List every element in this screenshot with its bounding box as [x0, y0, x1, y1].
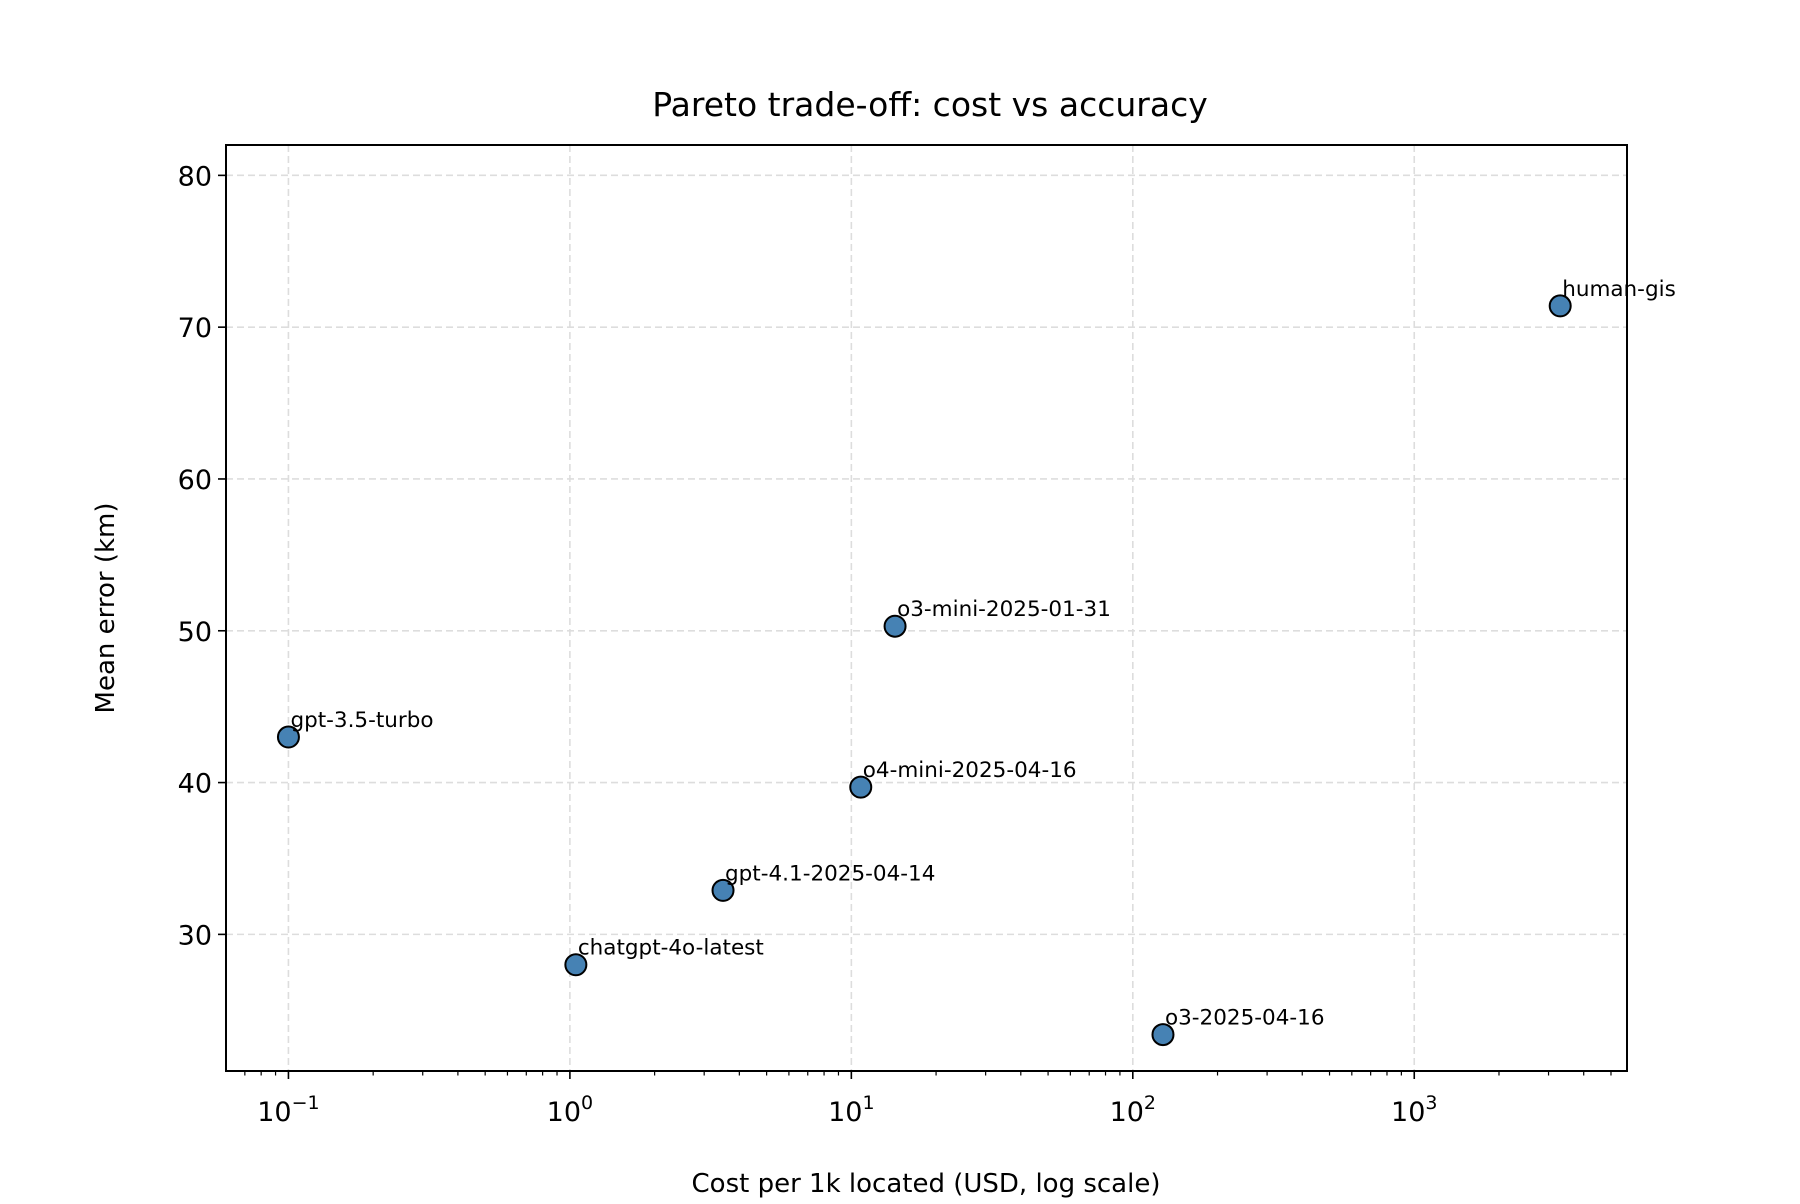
y-axis-label: Mean error (km) — [91, 503, 121, 714]
y-tick-label: 80 — [178, 161, 212, 192]
x-tick-label: 100 — [547, 1092, 593, 1128]
x-axis-label: Cost per 1k located (USD, log scale) — [692, 1169, 1161, 1199]
y-tick-label: 40 — [178, 769, 212, 800]
x-tick-label: 102 — [1110, 1092, 1156, 1128]
y-tick-label: 70 — [178, 313, 212, 344]
y-tick-label: 60 — [178, 465, 212, 496]
point-label: o3-mini-2025-01-31 — [897, 597, 1111, 622]
scatter-point — [849, 775, 873, 799]
y-tick-label: 50 — [178, 617, 212, 648]
data-points: gpt-3.5-turbo chatgpt-4o-latest gpt-4.1-20… — [276, 277, 1676, 1047]
point-label: gpt-3.5-turbo — [290, 708, 433, 733]
scatter-point — [1151, 1023, 1175, 1047]
x-tick-label: 101 — [828, 1092, 874, 1128]
scatter-point — [883, 614, 907, 638]
point-label: human-gis — [1562, 277, 1676, 302]
point-label: o4-mini-2025-04-16 — [863, 758, 1077, 783]
plot-frame — [225, 144, 1628, 1072]
axis-ticks: 10−1 100 101 102 103 30 40 50 60 70 80 — [178, 161, 1612, 1128]
scatter-point — [1548, 294, 1572, 318]
point-label: gpt-4.1-2025-04-14 — [725, 861, 935, 886]
grid — [226, 145, 1627, 1071]
y-tick-label: 30 — [178, 920, 212, 951]
scatter-point — [564, 953, 588, 977]
point-label: chatgpt-4o-latest — [578, 936, 764, 961]
point-label: o3-2025-04-16 — [1165, 1006, 1325, 1031]
x-tick-label: 103 — [1391, 1092, 1437, 1128]
scatter-point — [711, 878, 735, 902]
x-tick-label: 10−1 — [257, 1092, 319, 1128]
chart-title: Pareto trade-off: cost vs accuracy — [652, 85, 1208, 124]
scatter-point — [276, 725, 300, 749]
